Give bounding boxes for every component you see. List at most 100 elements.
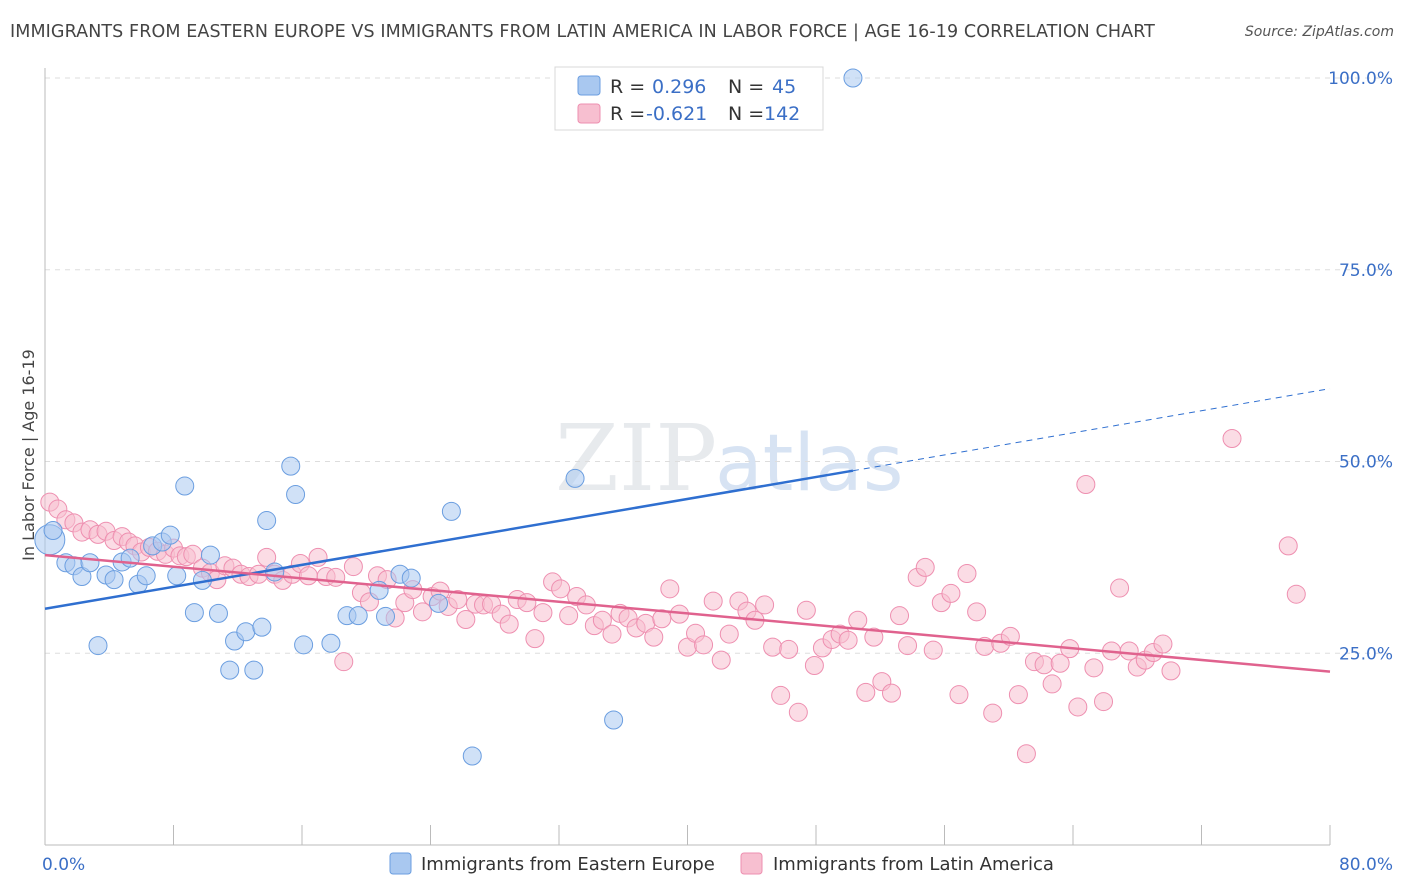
point-latin-america-101	[881, 683, 901, 703]
point-latin-america-128	[1110, 578, 1130, 598]
point-latin-america-92	[804, 656, 824, 676]
series-legend: Immigrants from Eastern Europe Immigrant…	[389, 852, 1054, 875]
watermark-zip: ZIP	[555, 405, 717, 512]
point-latin-america-28	[257, 547, 277, 567]
point-latin-america-46	[412, 602, 432, 622]
legend-swatch-blue	[577, 75, 601, 96]
point-eastern-europe-8	[104, 570, 124, 590]
point-eastern-europe-24	[236, 622, 256, 642]
point-latin-america-50	[448, 590, 468, 610]
point-latin-america-134	[1161, 661, 1181, 681]
point-latin-america-137	[1286, 584, 1306, 604]
point-eastern-europe-18	[184, 603, 204, 623]
legend-r-value-2: -0.621	[646, 103, 707, 125]
point-latin-america-106	[923, 640, 943, 660]
legend-r-value-1: 0.296	[652, 76, 706, 98]
point-latin-america-59	[525, 629, 545, 649]
legend-r-label-1: R =	[610, 76, 645, 98]
point-latin-america-87	[763, 637, 783, 657]
point-eastern-europe-28	[265, 562, 285, 582]
y-tick-label-2: 75.0%	[1339, 261, 1393, 281]
x-tick-label-max: 80.0%	[1339, 855, 1393, 875]
point-latin-america-89	[779, 639, 799, 659]
trendline-latin-america	[44, 553, 1331, 673]
grid	[45, 77, 1395, 654]
series-eastern-europe	[34, 68, 863, 766]
point-eastern-europe-21	[208, 603, 228, 623]
legend-n-value-1: 45	[772, 76, 796, 98]
point-latin-america-91	[796, 600, 816, 620]
point-latin-america-68	[602, 624, 622, 644]
point-eastern-europe-32	[321, 633, 341, 653]
point-latin-america-86	[755, 595, 775, 615]
point-latin-america-125	[1084, 658, 1104, 678]
point-eastern-europe-5	[80, 553, 100, 573]
point-latin-america-80	[703, 591, 723, 611]
point-latin-america-123	[1068, 697, 1088, 717]
point-latin-america-102	[890, 606, 910, 626]
point-latin-america-115	[1000, 626, 1020, 646]
point-eastern-europe-31	[294, 635, 314, 655]
point-eastern-europe-17	[175, 476, 195, 496]
point-latin-america-121	[1050, 653, 1070, 673]
point-latin-america-103	[898, 636, 918, 656]
point-eastern-europe-43	[604, 710, 624, 730]
legend-r-label-2: R =	[610, 103, 645, 125]
point-eastern-europe-41	[462, 746, 482, 766]
point-latin-america-60	[533, 603, 553, 623]
point-eastern-europe-26	[252, 617, 272, 637]
point-latin-america-136	[1278, 536, 1298, 556]
point-latin-america-62	[551, 579, 571, 599]
y-tick-label-3: 100.0%	[1328, 69, 1393, 89]
point-eastern-europe-25	[244, 660, 264, 680]
y-tick-label-1: 50.0%	[1339, 453, 1393, 473]
point-eastern-europe-34	[348, 606, 368, 626]
legend-n-label-2: N =	[728, 103, 764, 125]
point-latin-america-113	[983, 703, 1003, 723]
point-eastern-europe-12	[136, 566, 156, 586]
point-latin-america-109	[949, 685, 969, 705]
point-latin-america-58	[517, 593, 537, 613]
point-eastern-europe-44	[843, 68, 863, 88]
point-latin-america-81	[711, 650, 731, 670]
point-latin-america-135	[1222, 428, 1242, 448]
point-eastern-europe-38	[401, 568, 421, 588]
point-latin-america-116	[1008, 685, 1028, 705]
correlation-legend: R = 0.296 N = 45 R = -0.621 N = 142	[554, 66, 824, 131]
point-latin-america-99	[864, 627, 884, 647]
point-latin-america-126	[1094, 692, 1114, 712]
point-latin-america-120	[1042, 674, 1062, 694]
point-eastern-europe-6	[88, 636, 108, 656]
point-eastern-europe-27	[257, 511, 277, 531]
x-tick-labels: 0.0% 80.0%	[42, 855, 1393, 875]
legend-label-latin-america: Immigrants from Latin America	[773, 854, 1054, 875]
point-latin-america-56	[499, 614, 519, 634]
point-eastern-europe-15	[160, 525, 180, 545]
point-latin-america-63	[559, 606, 579, 626]
legend-label-eastern-europe: Immigrants from Eastern Europe	[421, 854, 715, 875]
source-label: Source: ZipAtlas.com	[1244, 24, 1394, 40]
point-eastern-europe-42	[565, 468, 585, 488]
point-latin-america-133	[1153, 634, 1173, 654]
point-latin-america-90	[788, 702, 808, 722]
trendline-eastern-europe-extension	[852, 388, 1331, 472]
y-tick-labels: 25.0% 50.0% 75.0% 100.0%	[1328, 69, 1393, 664]
point-latin-america-79	[694, 635, 714, 655]
point-eastern-europe-40	[441, 501, 461, 521]
chart-title: IMMIGRANTS FROM EASTERN EUROPE VS IMMIGR…	[10, 22, 1155, 42]
trendline-eastern-europe	[44, 469, 854, 610]
legend-n-value-2: 142	[764, 103, 800, 125]
point-eastern-europe-20	[200, 545, 220, 565]
point-eastern-europe-16	[167, 566, 187, 586]
point-latin-america-108	[941, 583, 961, 603]
point-eastern-europe-29	[281, 456, 301, 476]
legend-swatch-pink	[577, 103, 601, 124]
point-latin-america-74	[652, 609, 672, 629]
point-latin-america-36	[326, 567, 346, 587]
point-latin-america-97	[848, 610, 868, 630]
point-latin-america-124	[1076, 475, 1096, 495]
point-eastern-europe-30	[286, 484, 306, 504]
y-tick-label-0: 25.0%	[1339, 644, 1393, 664]
y-axis-label: In Labor Force | Age 16-19	[19, 349, 38, 561]
point-eastern-europe-22	[220, 660, 240, 680]
